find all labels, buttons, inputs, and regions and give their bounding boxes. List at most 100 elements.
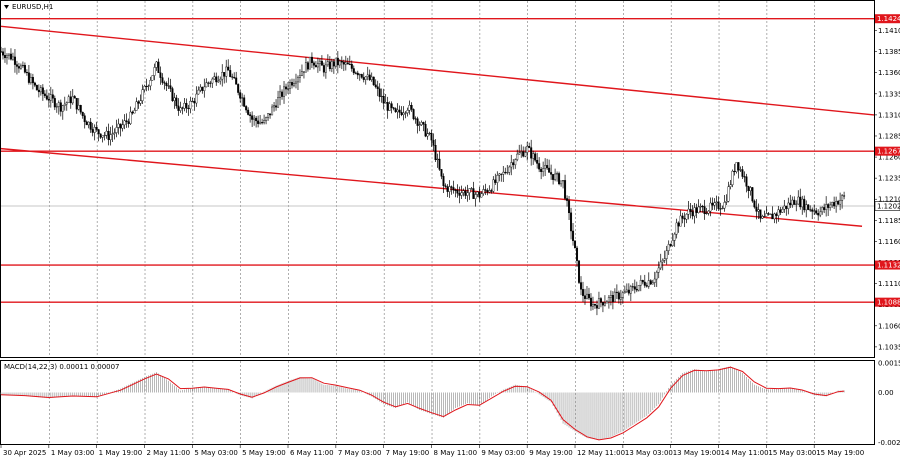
candle-body (221, 72, 224, 80)
candle-body (390, 103, 393, 108)
current-price-label: 1.1202 (877, 202, 900, 210)
candle-body (306, 62, 309, 70)
candle-body (490, 190, 493, 192)
price-tick-label: 1.1160 (878, 238, 900, 246)
candle-body (147, 85, 150, 87)
candle-body (767, 213, 770, 215)
price-tick-label: 1.1060 (878, 322, 900, 330)
candle-body (599, 298, 602, 303)
time-tick-label: 15 May 19:00 (816, 449, 864, 457)
candle-body (85, 121, 88, 126)
candle-body (548, 167, 551, 173)
candle-body (298, 75, 301, 78)
candle-body (621, 292, 624, 298)
candle-body (215, 76, 218, 83)
candle-body (49, 94, 52, 101)
candle-body (779, 209, 782, 213)
candle-body (701, 206, 704, 208)
time-tick-label: 13 May 03:00 (625, 449, 673, 457)
candle-body (380, 95, 383, 97)
candle-body (815, 210, 818, 214)
candle-body (1, 51, 4, 56)
candle-body (777, 209, 780, 216)
macd-panel[interactable]: MACD(14,22,3) 0.00011 0.00007 (0, 360, 875, 445)
candle-body (386, 102, 389, 111)
channel-line-upper (0, 25, 875, 116)
candle-body (637, 284, 640, 291)
candle-body (187, 107, 190, 110)
candle-body (5, 55, 8, 59)
candle-body (663, 258, 666, 261)
candle-body (450, 186, 453, 188)
candle-body (243, 97, 246, 107)
candle-body (89, 121, 92, 130)
candle-body (655, 272, 658, 280)
candle-body (117, 123, 120, 128)
candle-body (685, 213, 688, 220)
candle-body (41, 87, 44, 95)
candle-body (609, 295, 612, 298)
candle-body (137, 101, 140, 104)
time-tick-label: 5 May 03:00 (194, 449, 238, 457)
candle-body (378, 88, 381, 97)
symbol-menu-icon[interactable] (4, 5, 9, 9)
candle-body (73, 96, 76, 99)
candle-body (65, 102, 68, 105)
time-tick-label: 1 May 19:00 (99, 449, 143, 457)
candle-body (111, 133, 114, 135)
price-panel[interactable]: EURUSD,H1 (0, 0, 875, 358)
candle-body (576, 247, 579, 261)
candle-body (843, 195, 846, 197)
candle-body (641, 280, 644, 283)
candle-body (25, 72, 28, 74)
candle-body (540, 168, 543, 172)
candle-body (169, 85, 172, 89)
candle-body (99, 133, 102, 138)
candle-body (203, 86, 206, 91)
candle-body (757, 209, 760, 212)
candle-body (679, 215, 682, 227)
candle-body (251, 115, 254, 120)
candle-body (159, 72, 162, 78)
candle-body (727, 186, 730, 202)
time-tick-label: 13 May 19:00 (673, 449, 721, 457)
candle-body (534, 153, 537, 161)
candle-body (619, 297, 622, 300)
candle-body (75, 97, 78, 110)
candle-body (582, 289, 585, 296)
candle-body (510, 162, 513, 168)
level-tag (875, 14, 900, 24)
candle-body (195, 93, 198, 104)
candle-body (669, 244, 672, 246)
candle-body (55, 106, 58, 108)
price-tick-label: 1.1335 (878, 90, 900, 98)
candle-body (478, 191, 481, 198)
time-axis: 30 Apr 2025 1 May 03:00 1 May 19:00 2 May 1… (0, 444, 864, 457)
candle-body (578, 260, 581, 283)
candle-body (57, 102, 60, 107)
candle-body (761, 216, 764, 219)
candle-body (165, 83, 168, 86)
candle-body (673, 233, 676, 241)
time-tick-label: 9 May 19:00 (529, 449, 573, 457)
candle-body (552, 174, 555, 180)
candle-body (737, 162, 740, 171)
candle-body (544, 165, 547, 169)
candle-body (428, 132, 431, 134)
candle-body (185, 102, 188, 109)
candle-body (542, 168, 545, 172)
candle-body (583, 295, 586, 299)
candle-body (139, 100, 142, 104)
candle-body (402, 112, 405, 115)
candle-body (595, 305, 598, 309)
candle-body (71, 96, 74, 104)
candle-body (835, 201, 838, 207)
candle-body (787, 202, 790, 209)
candle-body (627, 289, 630, 294)
candle-body (771, 213, 774, 220)
candle-body (494, 179, 497, 183)
candle-body (422, 122, 425, 125)
candle-body (11, 56, 14, 60)
candle-body (653, 278, 656, 283)
